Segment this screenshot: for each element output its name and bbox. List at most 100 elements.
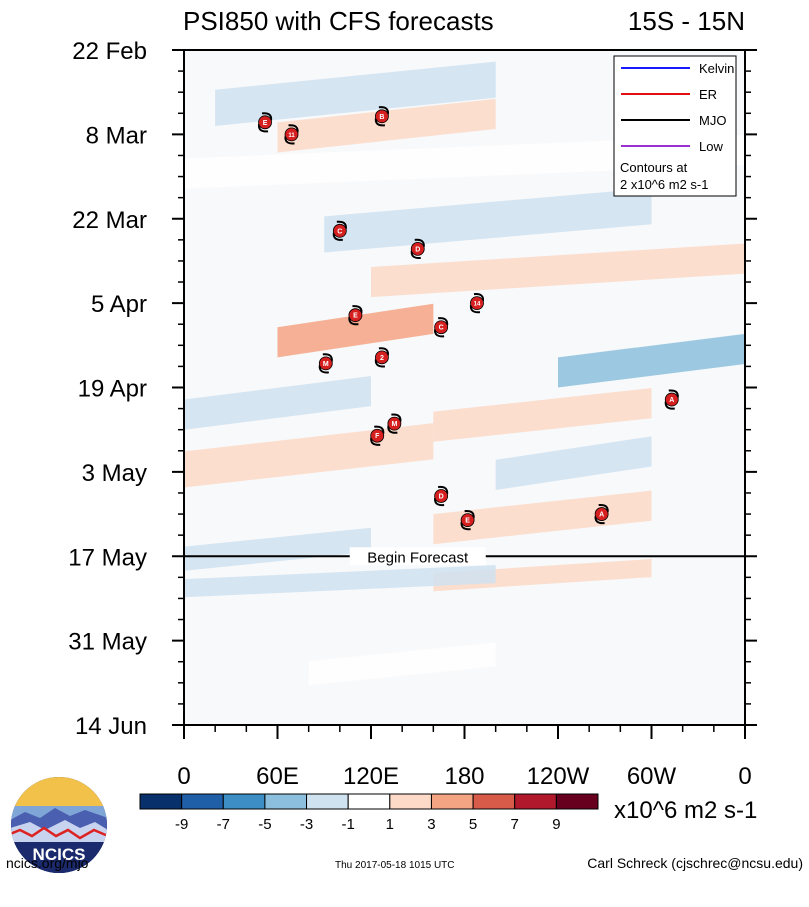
storm-label: M	[323, 361, 329, 368]
storm-label: C	[439, 325, 444, 332]
y-tick-label: 22 Mar	[72, 207, 147, 234]
colorbar-swatch	[181, 793, 224, 810]
storm-label: D	[439, 493, 444, 500]
legend-note-line1: Contours at	[620, 160, 688, 175]
chart-title: PSI850 with CFS forecasts	[183, 6, 494, 36]
colorbar-tick-label: 3	[427, 816, 435, 833]
colorbar-swatch	[139, 793, 183, 810]
colorbar-tick-label: 7	[511, 816, 519, 833]
storm-marker: 11	[284, 124, 299, 145]
x-tick-label: 120W	[527, 763, 590, 790]
x-tick-label: 60E	[256, 763, 299, 790]
colorbar-swatch	[472, 793, 516, 810]
anomaly-band	[324, 188, 652, 253]
storm-dot	[470, 296, 484, 311]
storm-marker: 14	[469, 293, 485, 314]
storm-markers: E 11 B C D 14 E C 2 M A M F D A E	[257, 106, 679, 531]
y-tick-label: 5 Apr	[91, 291, 147, 318]
legend-entry-label: Low	[699, 139, 723, 154]
storm-dot	[284, 127, 299, 142]
colorbar-swatch	[555, 793, 599, 810]
chart-region: 15S - 15N	[628, 6, 745, 36]
colorbar-tick-label: -5	[258, 816, 271, 833]
anomaly-band	[184, 527, 371, 571]
logo-text: NCICS	[33, 845, 86, 864]
storm-label: 11	[288, 133, 295, 139]
anomaly-band	[495, 436, 652, 490]
storm-label: C	[337, 228, 342, 235]
anomaly-band	[277, 303, 434, 358]
storm-dot	[434, 489, 449, 503]
colorbar-tick-label: -3	[300, 816, 313, 833]
storm-marker: B	[374, 106, 389, 127]
legend-entry-label: Kelvin	[699, 61, 734, 76]
x-axis: 0 60E 120E 180 120W 60W 0	[177, 725, 752, 790]
colorbar-swatch	[389, 793, 432, 810]
colorbar-swatch	[430, 793, 474, 810]
storm-marker: D	[410, 238, 425, 259]
begin-forecast-label: Begin Forecast	[367, 549, 469, 566]
anomaly-band	[433, 490, 652, 545]
storm-dot	[460, 513, 475, 527]
x-tick-label: 0	[177, 763, 190, 790]
legend-note-line2: 2 x10^6 m2 s-1	[620, 177, 708, 192]
storm-marker: M	[318, 353, 333, 374]
x-tick-label: 0	[738, 763, 751, 790]
anomaly-band	[184, 565, 496, 598]
y-tick-label: 8 Mar	[86, 122, 147, 149]
storm-label: 14	[474, 302, 481, 308]
storm-marker: C	[332, 220, 347, 241]
y-tick-label: 22 Feb	[72, 38, 147, 65]
storm-dot	[387, 416, 402, 431]
anomaly-band	[433, 388, 652, 442]
colorbar-tick-label: -1	[342, 816, 355, 833]
y-tick-label: 31 May	[68, 629, 147, 656]
storm-marker: 2	[374, 347, 389, 368]
anomaly-band	[215, 61, 496, 126]
colorbar-tick-label: 9	[552, 816, 560, 833]
x-tick-label: 60W	[627, 763, 677, 790]
storm-dot	[332, 223, 347, 238]
y-tick-label: 17 May	[68, 544, 147, 571]
storm-marker: E	[257, 112, 273, 133]
storm-dot	[375, 109, 389, 124]
y-tick-label: 19 Apr	[78, 376, 147, 403]
legend-entry-label: MJO	[699, 113, 726, 128]
anomaly-band	[184, 134, 745, 189]
begin-forecast-label-bg	[349, 547, 486, 566]
colorbar: -9 -7 -5 -3 -1 1 3 5 7 9	[139, 793, 599, 833]
storm-dot	[434, 320, 449, 335]
colorbar-swatch	[222, 793, 266, 810]
storm-label: F	[375, 433, 380, 440]
storm-label: E	[465, 518, 470, 525]
y-tick-label: 14 Jun	[75, 713, 147, 740]
colorbar-tick-label: 5	[469, 816, 477, 833]
storm-marker: A	[664, 389, 679, 410]
anomaly-band	[277, 98, 496, 153]
colorbar-tick-label: -7	[217, 816, 230, 833]
storm-label: E	[353, 313, 358, 320]
colorbar-swatch	[306, 793, 349, 810]
storm-label: 2	[380, 355, 384, 362]
storm-dot	[258, 115, 272, 130]
colorbar-units: x10^6 m2 s-1	[614, 797, 757, 824]
storm-dot	[318, 356, 333, 371]
storm-marker: C	[434, 317, 449, 338]
colorbar-swatch	[264, 793, 308, 810]
storm-dot	[375, 350, 389, 365]
storm-label: D	[415, 246, 420, 253]
storm-marker: F	[370, 425, 385, 446]
storm-label: B	[379, 114, 384, 121]
storm-dot	[410, 241, 425, 256]
storm-dot	[594, 507, 609, 521]
storm-label: M	[391, 421, 397, 428]
x-tick-label: 120E	[343, 763, 399, 790]
anomaly-band	[371, 243, 745, 298]
storm-dot	[370, 428, 385, 443]
anomaly-band	[558, 333, 745, 388]
storm-marker: E	[460, 509, 475, 531]
colorbar-tick-label: 1	[386, 816, 394, 833]
x-tick-label: 180	[444, 763, 484, 790]
storm-dot	[348, 308, 363, 323]
